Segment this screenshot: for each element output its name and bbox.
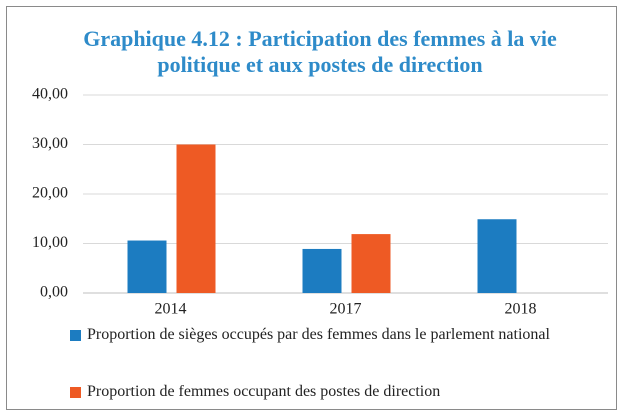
x-tick-label: 2017 [330,301,362,318]
legend-label: Proportion de sièges occupés par des fem… [87,326,550,343]
y-tick-label: 40,00 [32,86,68,103]
bar [477,219,517,293]
chart-title: Graphique 4.12 : Participation des femme… [83,26,557,77]
legend-entry: Proportion de femmes occupant des postes… [70,383,590,401]
y-tick-label: 20,00 [32,185,68,202]
y-tick-label: 0,00 [40,284,68,301]
legend-swatch [70,330,81,341]
x-tick-label: 2018 [505,301,537,318]
legend-swatch [70,387,81,398]
bar [351,234,391,293]
y-tick-label: 10,00 [32,234,68,251]
x-tick-label: 2014 [155,301,187,318]
y-tick-label: 30,00 [32,135,68,152]
legend-entry: Proportion de sièges occupés par des fem… [70,326,590,344]
chart-frame [6,6,617,410]
legend-label: Proportion de femmes occupant des postes… [87,383,441,400]
bar [127,240,167,293]
bar [302,248,342,293]
bar [176,144,216,293]
